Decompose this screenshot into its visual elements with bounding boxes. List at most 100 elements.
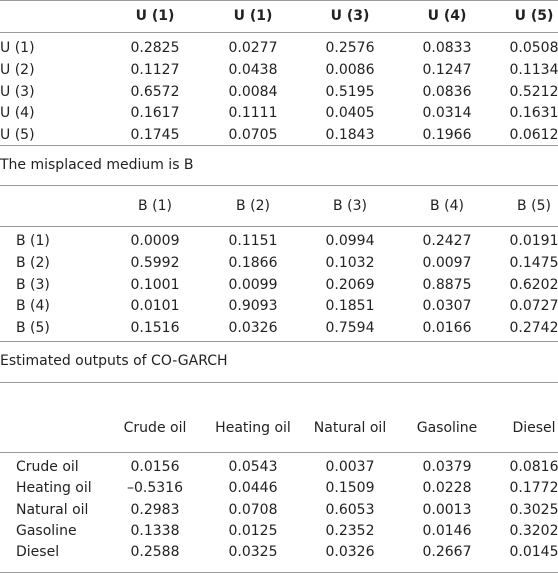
cell: 0.3202 <box>509 522 558 539</box>
row-label: U (1) <box>0 40 35 56</box>
cell: 0.0405 <box>325 105 375 122</box>
row-label: U (3) <box>0 83 35 100</box>
cell: 0.0013 <box>422 501 472 518</box>
cell: 0.1475 <box>509 254 558 271</box>
cell: 0.2825 <box>130 40 180 56</box>
row-label: U (5) <box>0 127 35 143</box>
cell: 0.0086 <box>325 61 375 78</box>
cell: 0.1151 <box>228 233 278 249</box>
cell: 0.0277 <box>228 40 278 56</box>
cell: 0.2667 <box>422 544 472 561</box>
cell: 0.6572 <box>130 83 180 100</box>
column-header: U (5) <box>514 8 554 24</box>
cell: 0.0097 <box>422 254 472 271</box>
cell: –0.5316 <box>127 480 183 497</box>
cell: 0.8875 <box>422 276 472 293</box>
row-label: B (1) <box>16 233 50 249</box>
cell: 0.1032 <box>325 254 375 271</box>
cell: 0.0727 <box>509 298 558 315</box>
column-header: U (4) <box>427 8 467 24</box>
rule <box>0 341 558 342</box>
cell: 0.2983 <box>130 501 180 518</box>
cell: 0.1617 <box>130 105 180 122</box>
rule <box>0 226 558 227</box>
row-label: B (5) <box>16 320 50 336</box>
cell: 0.0099 <box>228 276 278 293</box>
cell: 0.0612 <box>509 127 558 143</box>
cell: 0.5992 <box>130 254 180 271</box>
cell: 0.2588 <box>130 544 180 561</box>
cell: 0.1851 <box>325 298 375 315</box>
cell: 0.0307 <box>422 298 472 315</box>
cell: 0.0438 <box>228 61 278 78</box>
column-header: U (1) <box>233 8 273 24</box>
cell: 0.0326 <box>228 320 278 336</box>
section-caption: Estimated outputs of CO-GARCH <box>0 353 228 369</box>
cell: 0.1134 <box>509 61 558 78</box>
cell: 0.2352 <box>325 522 375 539</box>
cell: 0.0125 <box>228 522 278 539</box>
rule <box>0 452 558 453</box>
cell: 0.0156 <box>130 459 180 475</box>
cell: 0.0379 <box>422 459 472 475</box>
cell: 0.1338 <box>130 522 180 539</box>
column-header: Diesel <box>512 420 556 436</box>
column-header: B (2) <box>236 198 270 214</box>
rule <box>0 185 558 186</box>
row-label: B (3) <box>16 276 50 293</box>
cell: 0.1745 <box>130 127 180 143</box>
cell: 0.0708 <box>228 501 278 518</box>
row-label: Crude oil <box>16 459 79 475</box>
cell: 0.1127 <box>130 61 180 78</box>
cell: 0.0994 <box>325 233 375 249</box>
row-label: Heating oil <box>16 480 92 497</box>
rule <box>0 32 558 33</box>
cell: 0.1866 <box>228 254 278 271</box>
cell: 0.2069 <box>325 276 375 293</box>
cell: 0.1843 <box>325 127 375 143</box>
row-label: Diesel <box>16 544 60 561</box>
column-header: B (1) <box>138 198 172 214</box>
cell: 0.1111 <box>228 105 278 122</box>
row-label: B (4) <box>16 298 50 315</box>
cell: 0.1772 <box>509 480 558 497</box>
rule <box>0 0 558 1</box>
column-header: Heating oil <box>215 420 291 436</box>
cell: 0.0228 <box>422 480 472 497</box>
cell: 0.0084 <box>228 83 278 100</box>
cell: 0.0101 <box>130 298 180 315</box>
cell: 0.6202 <box>509 276 558 293</box>
cell: 0.0508 <box>509 40 558 56</box>
cell: 0.0836 <box>422 83 472 100</box>
cell: 0.0146 <box>422 522 472 539</box>
row-label: U (2) <box>0 61 35 78</box>
row-label: U (4) <box>0 105 35 122</box>
cell: 0.0166 <box>422 320 472 336</box>
column-header: B (5) <box>517 198 551 214</box>
section-caption: The misplaced medium is B <box>0 157 194 173</box>
cell: 0.1516 <box>130 320 180 336</box>
cell: 0.0326 <box>325 544 375 561</box>
cell: 0.1966 <box>422 127 472 143</box>
column-header: Gasoline <box>416 420 478 436</box>
cell: 0.1509 <box>325 480 375 497</box>
cell: 0.0705 <box>228 127 278 143</box>
cell: 0.0314 <box>422 105 472 122</box>
cell: 0.2427 <box>422 233 472 249</box>
cell: 0.7594 <box>325 320 375 336</box>
cell: 0.0145 <box>509 544 558 561</box>
cell: 0.1631 <box>509 105 558 122</box>
cell: 0.0543 <box>228 459 278 475</box>
row-label: Gasoline <box>16 522 77 539</box>
cell: 0.0816 <box>509 459 558 475</box>
cell: 0.1247 <box>422 61 472 78</box>
column-header: U (1) <box>135 8 175 24</box>
column-header: B (4) <box>430 198 464 214</box>
cell: 0.3025 <box>509 501 558 518</box>
cell: 0.9093 <box>228 298 278 315</box>
rule <box>0 145 558 146</box>
cell: 0.1001 <box>130 276 180 293</box>
row-label: B (2) <box>16 254 50 271</box>
cell: 0.0009 <box>130 233 180 249</box>
